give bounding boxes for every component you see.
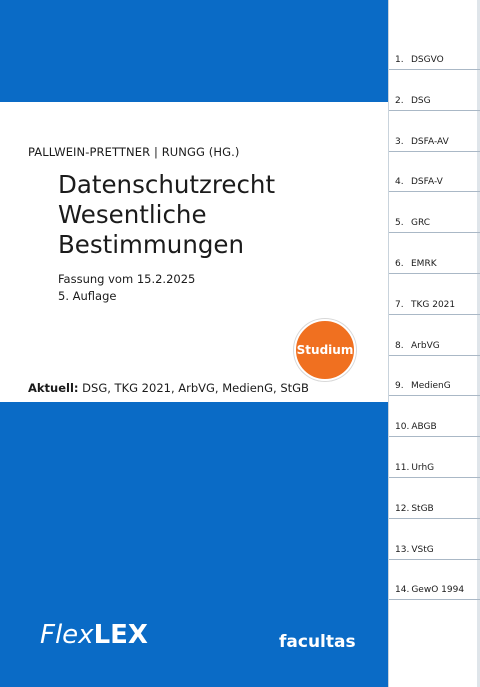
register-tab-label: MedienG [411,381,451,392]
cover-bottom-band [0,402,388,687]
register-tab-label: GRC [411,218,431,229]
register-tab[interactable]: 5. GRC [389,192,480,234]
flexlex-logo: FlexLEX [40,620,148,650]
register-tab-number: 6. [395,259,404,269]
register-tab[interactable]: 4. DSFA-V [389,151,480,193]
version-date: Fassung vom 15.2.2025 [58,272,196,286]
register-tab-label: DSG [411,95,431,106]
brand-flex: Flex [40,620,94,650]
register-tab[interactable]: 14. GewO 1994 [389,559,480,601]
edition: 5. Auflage [58,289,117,303]
register-tab-number: 12. [395,503,410,514]
title-line: Datenschutzrecht [58,170,276,199]
register-tab-number: 1. [395,55,404,65]
version-info: Fassung vom 15.2.2025 5. Auflage [58,271,195,305]
register-tab[interactable]: 9. MedienG [389,355,480,397]
register-tab-number: 5. [395,218,404,229]
register-tab-label: DSFA-V [411,177,443,188]
register-tab-number: 11. [395,463,410,473]
register-tab-label: DSGVO [411,55,444,65]
register-tab[interactable]: 12. StGB [389,478,480,519]
register-tabs: 1. DSGVO 2. DSG 3. DSFA-AV 4. DSFA-V 5. GRC 6. EMRK… [388,0,480,687]
register-tab-number: 4. [395,177,404,188]
register-tab-label: GewO 1994 [411,585,465,596]
page-edge [477,0,480,687]
register-tab-number: 3. [395,136,404,147]
register-tab[interactable]: 6. EMRK [389,233,480,274]
register-tab-number: 14. [395,585,410,596]
register-tab-number: 10. [395,422,410,433]
register-tab-number: 9. [395,381,404,392]
publisher-logo: facultas [279,632,356,652]
badge-label: Studium [296,343,354,357]
register-tab-label: ArbVG [411,340,440,351]
register-tab[interactable]: 3. DSFA-AV [389,111,480,152]
title-line: Bestimmungen [58,230,244,259]
register-tab-label: StGB [411,503,434,514]
register-tab[interactable]: 1. DSGVO [389,29,480,70]
register-tab-number: 13. [395,544,410,555]
register-tab-number: 8. [395,340,404,351]
register-tab[interactable]: 13. VStG [389,519,480,560]
brand-lex: LEX [93,620,148,650]
current-label: Aktuell: [28,381,79,395]
register-tab-number: 7. [395,299,404,310]
register-tab-label: ABGB [411,422,437,433]
book-title: Datenschutzrecht Wesentliche Bestimmunge… [58,170,275,260]
register-tab[interactable]: 10. ABGB [389,396,480,438]
studium-badge: Studium [294,319,356,381]
register-tab-label: EMRK [411,259,437,269]
book-cover: PALLWEIN-PRETTNER | RUNGG (HG.) Datensch… [0,0,388,687]
register-tab[interactable]: 8. ArbVG [389,315,480,356]
title-line: Wesentliche [58,200,207,229]
editors: PALLWEIN-PRETTNER | RUNGG (HG.) [28,145,240,159]
current-laws: Aktuell: DSG, TKG 2021, ArbVG, MedienG, … [28,381,309,395]
register-tab-label: VStG [411,544,434,555]
register-tab[interactable]: 2. DSG [389,70,480,111]
register-tab-label: DSFA-AV [411,136,449,147]
register-tab-label: TKG 2021 [411,299,456,310]
register-tab[interactable]: 7. TKG 2021 [389,274,480,315]
cover-top-band [0,0,388,102]
register-tab-number: 2. [395,95,404,106]
register-tab-label: UrhG [411,463,435,473]
register-tab[interactable]: 11. UrhG [389,437,480,478]
current-laws-list: DSG, TKG 2021, ArbVG, MedienG, StGB [82,381,309,395]
